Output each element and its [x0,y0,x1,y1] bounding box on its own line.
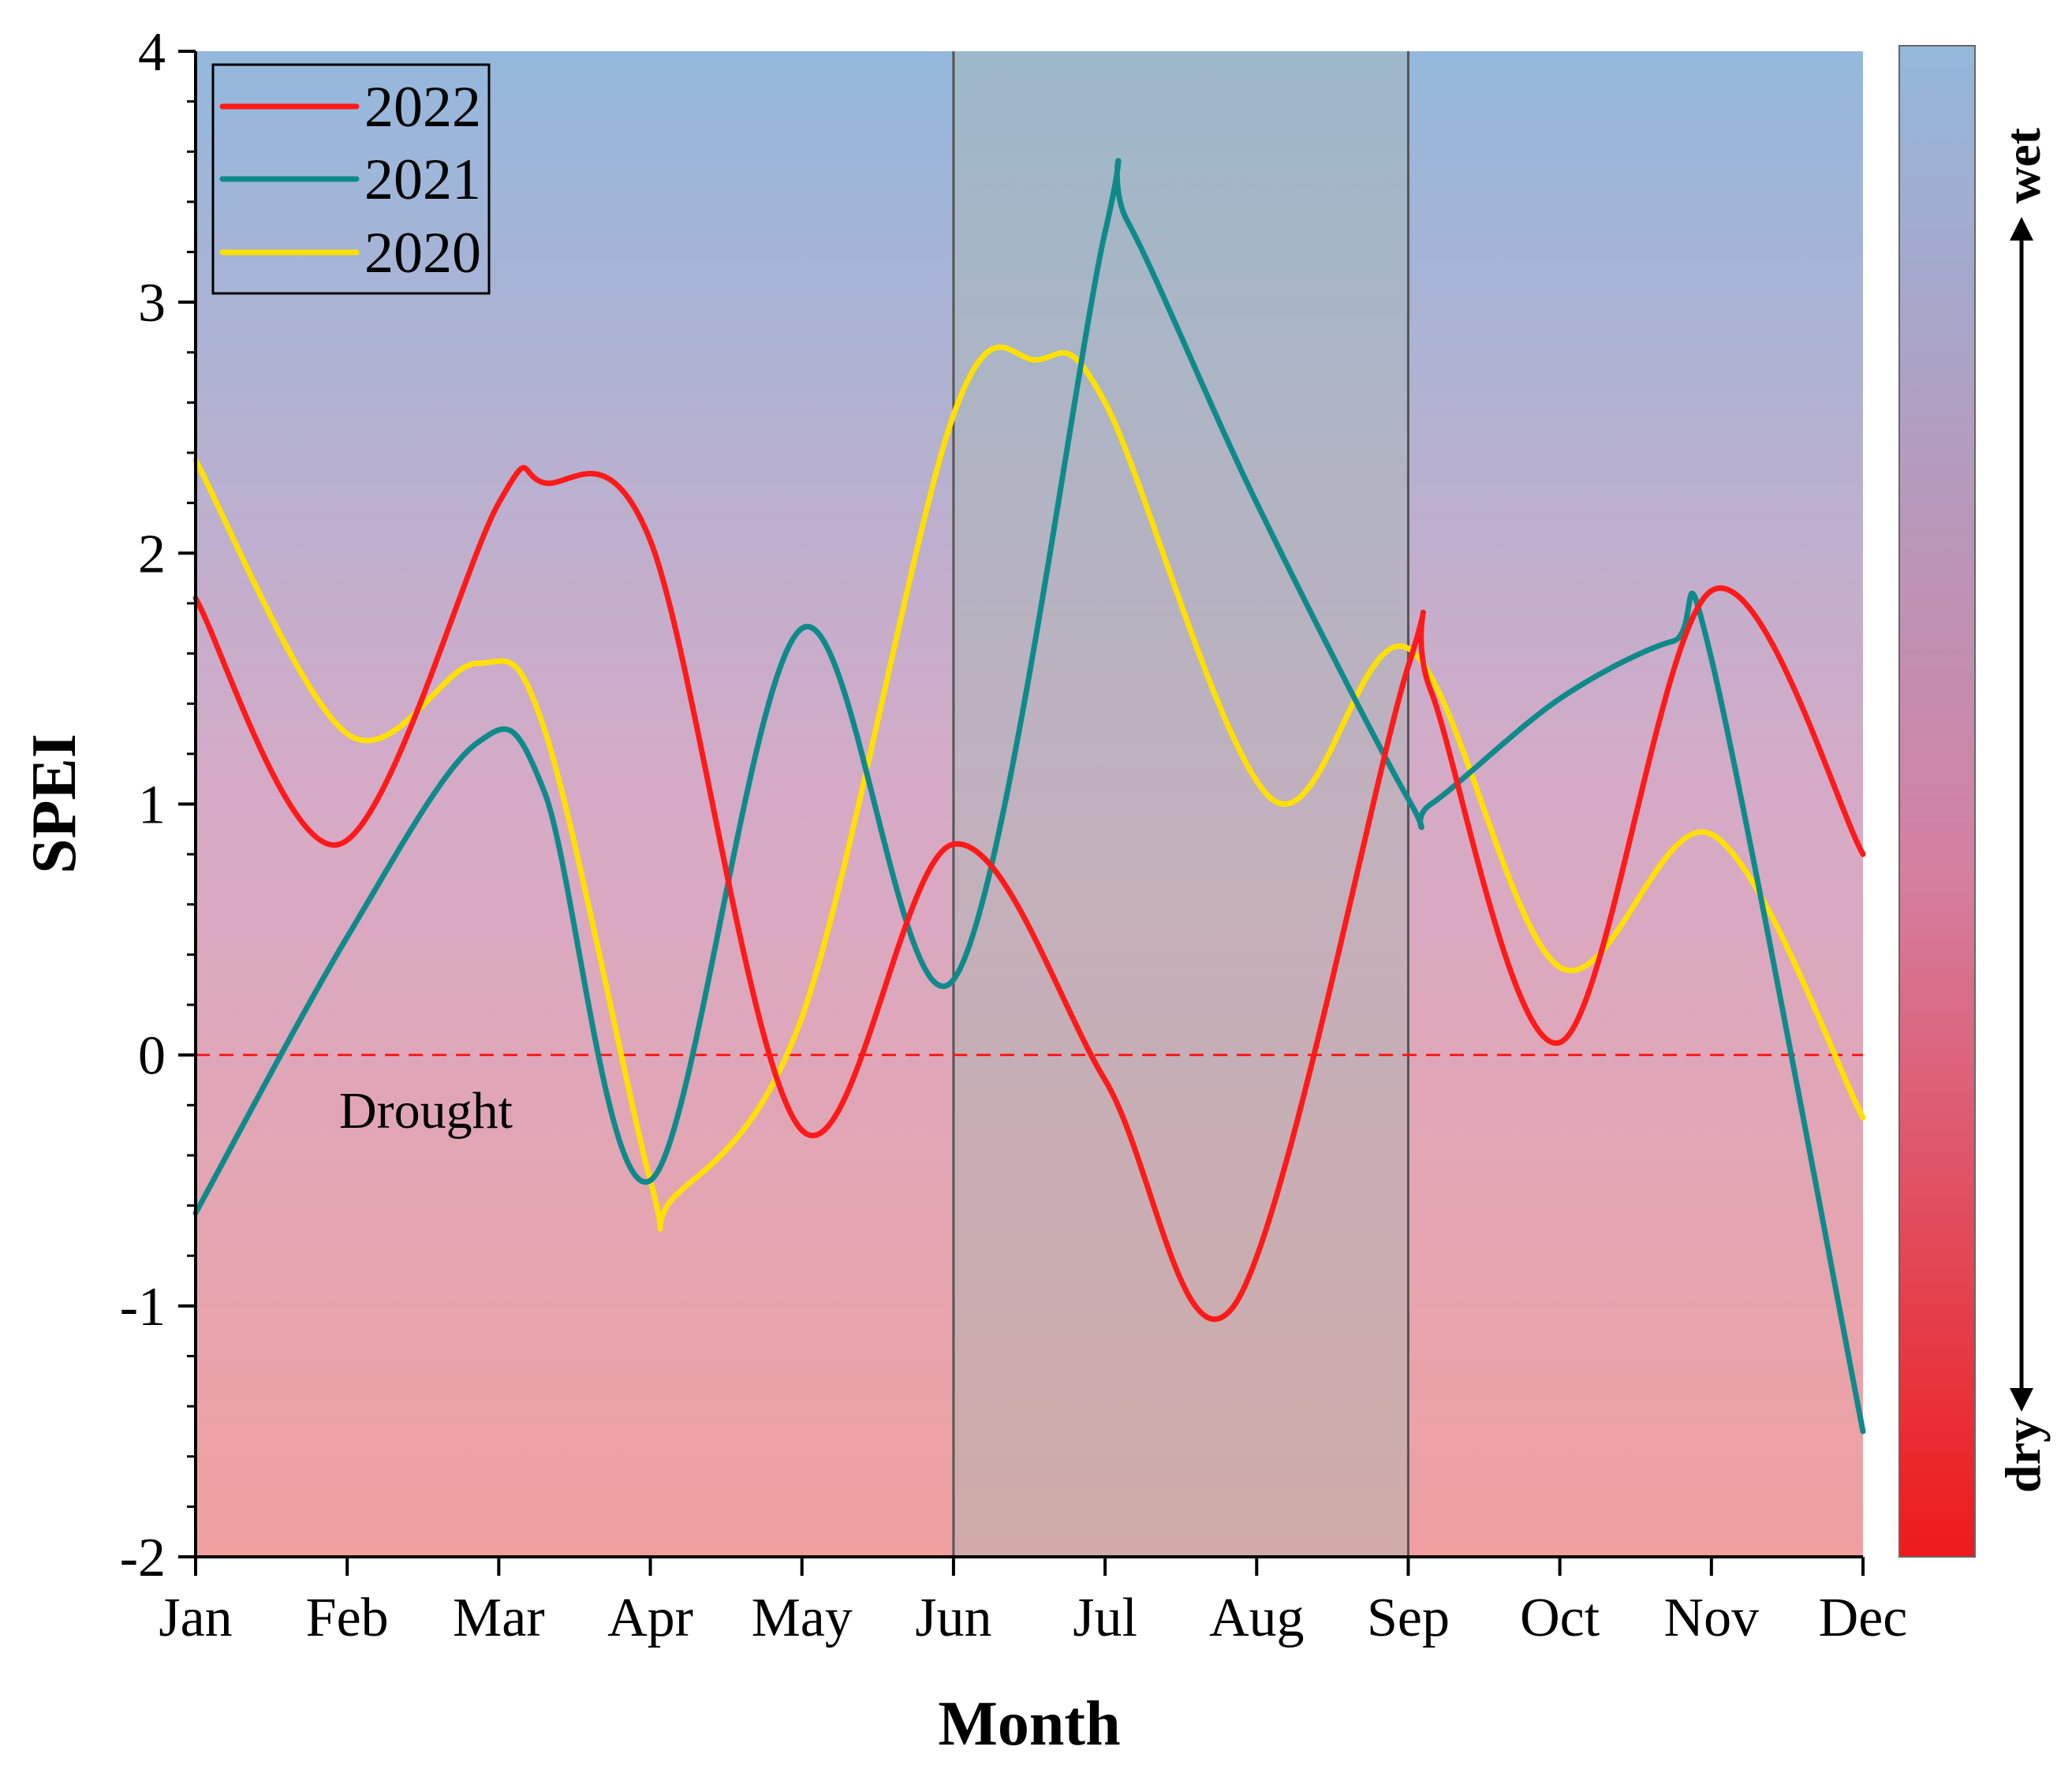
drought-annotation: Drought [339,1082,513,1140]
y-tick-label-0: 0 [138,1026,166,1087]
colorbar-gradient [1898,45,1976,1558]
x-tick-label-Dec: Dec [1819,1588,1908,1648]
y-tick-label-2: 2 [138,524,166,584]
y-tick-label-1: 1 [138,775,166,836]
x-tick-label-Jan: Jan [159,1588,232,1648]
series-line-2021 [192,158,1866,1435]
x-tick-label-Oct: Oct [1520,1588,1600,1648]
plot-background [196,51,1863,1557]
legend-box [211,63,491,295]
x-tick-label-May: May [752,1588,853,1648]
series-line-2020 [192,344,1866,1232]
colorbar-dry-label: dry [1995,1417,2051,1493]
x-tick-label-Apr: Apr [607,1588,693,1648]
y-axis-title: SPEI [20,733,89,874]
colorbar-wet-label: wet [1995,127,2051,203]
y-tick-label--1: -1 [120,1277,166,1338]
x-tick-label-Sep: Sep [1367,1588,1450,1648]
x-tick-label-Jun: Jun [915,1588,991,1648]
legend: 2022 2021 2020 [211,63,491,295]
x-tick-label-Nov: Nov [1664,1588,1760,1648]
x-tick-label-Feb: Feb [306,1588,389,1648]
y-tick-label-4: 4 [138,22,166,83]
x-axis-title: Month [938,1689,1120,1759]
legend-label-2022: 2022 [364,75,481,140]
legend-label-2021: 2021 [364,147,481,212]
colorbar: wet dry [1898,45,2051,1558]
x-tick-label-Mar: Mar [453,1588,545,1648]
y-tick-label--2: -2 [120,1528,166,1588]
highlight-band [953,51,1409,1557]
x-tick-label-Jul: Jul [1073,1588,1137,1648]
legend-label-2020: 2020 [364,221,481,286]
x-tick-label-Aug: Aug [1209,1588,1305,1648]
y-tick-label-3: 3 [138,273,166,334]
series-line-2022 [192,465,1866,1323]
